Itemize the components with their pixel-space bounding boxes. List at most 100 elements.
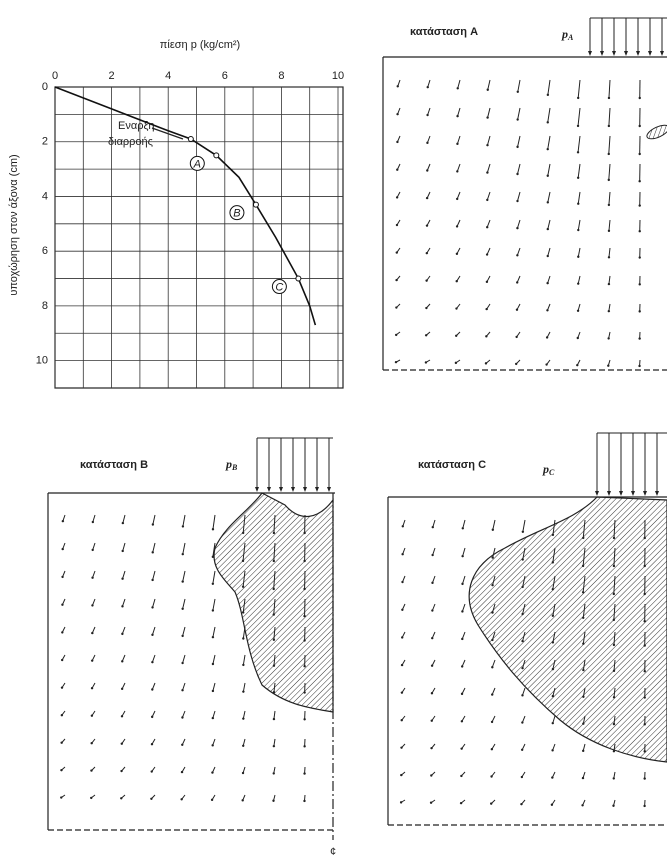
displacement-vector [123,515,125,523]
load-arrowhead [660,51,664,56]
vector-head [577,229,579,231]
load-subscript: C [549,468,555,477]
vector-head [576,364,578,366]
vector-head [212,583,214,585]
vector-head [273,745,275,747]
vector-head [400,746,402,748]
chart-title: πίεση p (kg/cm²) [160,39,240,51]
vector-head [522,558,524,560]
vector-head [62,520,64,522]
vector-head [212,556,214,558]
vector-head [486,116,488,118]
vector-head [396,251,398,253]
vector-head [151,716,153,718]
displacement-vector [153,515,155,524]
vector-head [546,309,548,311]
vector-head [303,691,305,693]
vector-head [430,802,432,804]
vector-head [395,361,397,363]
vector-head [461,555,463,557]
vector-head [608,179,610,181]
point-marker [188,136,193,141]
load-arrowhead [619,491,623,496]
vector-head [612,805,614,807]
vector-head [91,632,93,634]
vector-head [521,586,523,588]
vector-head [613,723,615,725]
y-tick-label: 2 [42,136,48,148]
figure: πίεση p (kg/cm²) υποχώρηση στον άξονα (c… [0,0,667,863]
vector-head [521,613,523,615]
displacement-vector [518,80,520,92]
load-arrowhead [291,487,295,492]
vector-head [401,609,403,611]
displacement-vector [463,520,465,528]
vector-head [613,593,615,595]
vector-head [486,253,488,255]
vector-head [402,525,404,527]
vector-head [491,639,493,641]
displacement-vector [458,80,460,88]
vector-head [212,528,214,530]
vector-head [577,97,579,99]
displacement-vector [517,220,520,228]
load-arrowhead [624,51,628,56]
vector-head [430,774,432,776]
centerline-symbol: ¢ [330,846,336,858]
vector-head [547,228,549,230]
displacement-vector [518,164,520,174]
load-arrowhead [303,487,307,492]
plot-frame [55,87,343,388]
vector-head [212,609,214,611]
vector-head [242,717,244,719]
vector-head [607,364,609,366]
vector-head [491,721,493,723]
vector-head [121,688,123,690]
vector-head [613,644,615,646]
displacement-vector [213,627,215,637]
vector-head [91,659,93,661]
vector-head [426,169,428,171]
panel-title: κατάσταση B [80,459,148,471]
vector-head [151,606,153,608]
vector-head [552,668,554,670]
vector-head [151,661,153,663]
displacement-vector [457,136,460,144]
vector-head [516,281,518,283]
displacement-vector [523,520,525,532]
vector-head [577,203,579,205]
vector-head [212,663,214,665]
y-tick-label: 10 [36,355,48,367]
vector-head [396,169,398,171]
vector-head [273,560,275,562]
vector-head [400,774,402,776]
vector-head [552,588,554,590]
vector-head [61,714,63,716]
vector-head [273,691,275,693]
vector-head [303,745,305,747]
vector-head [181,689,183,691]
annotation: Εναρξη [118,120,155,132]
vector-head [425,361,427,363]
vector-head [180,798,182,800]
load-arrowhead [636,51,640,56]
vector-head [460,802,462,804]
displacement-vector [153,543,155,552]
vector-head [121,578,123,580]
vector-head [461,720,463,722]
vector-head [608,230,610,232]
vector-head [273,613,275,615]
vector-head [431,720,433,722]
vector-head [485,335,487,337]
vector-head [272,800,274,802]
load-arrowhead [267,487,271,492]
x-tick-label: 2 [109,70,115,82]
displacement-vector [518,108,520,120]
vector-head [457,87,459,89]
vector-head [644,670,646,672]
vector-head [639,125,641,127]
x-tick-label: 10 [332,70,344,82]
vector-head [608,153,610,155]
displacement-vector [243,683,245,692]
displacement-vector [463,548,465,556]
